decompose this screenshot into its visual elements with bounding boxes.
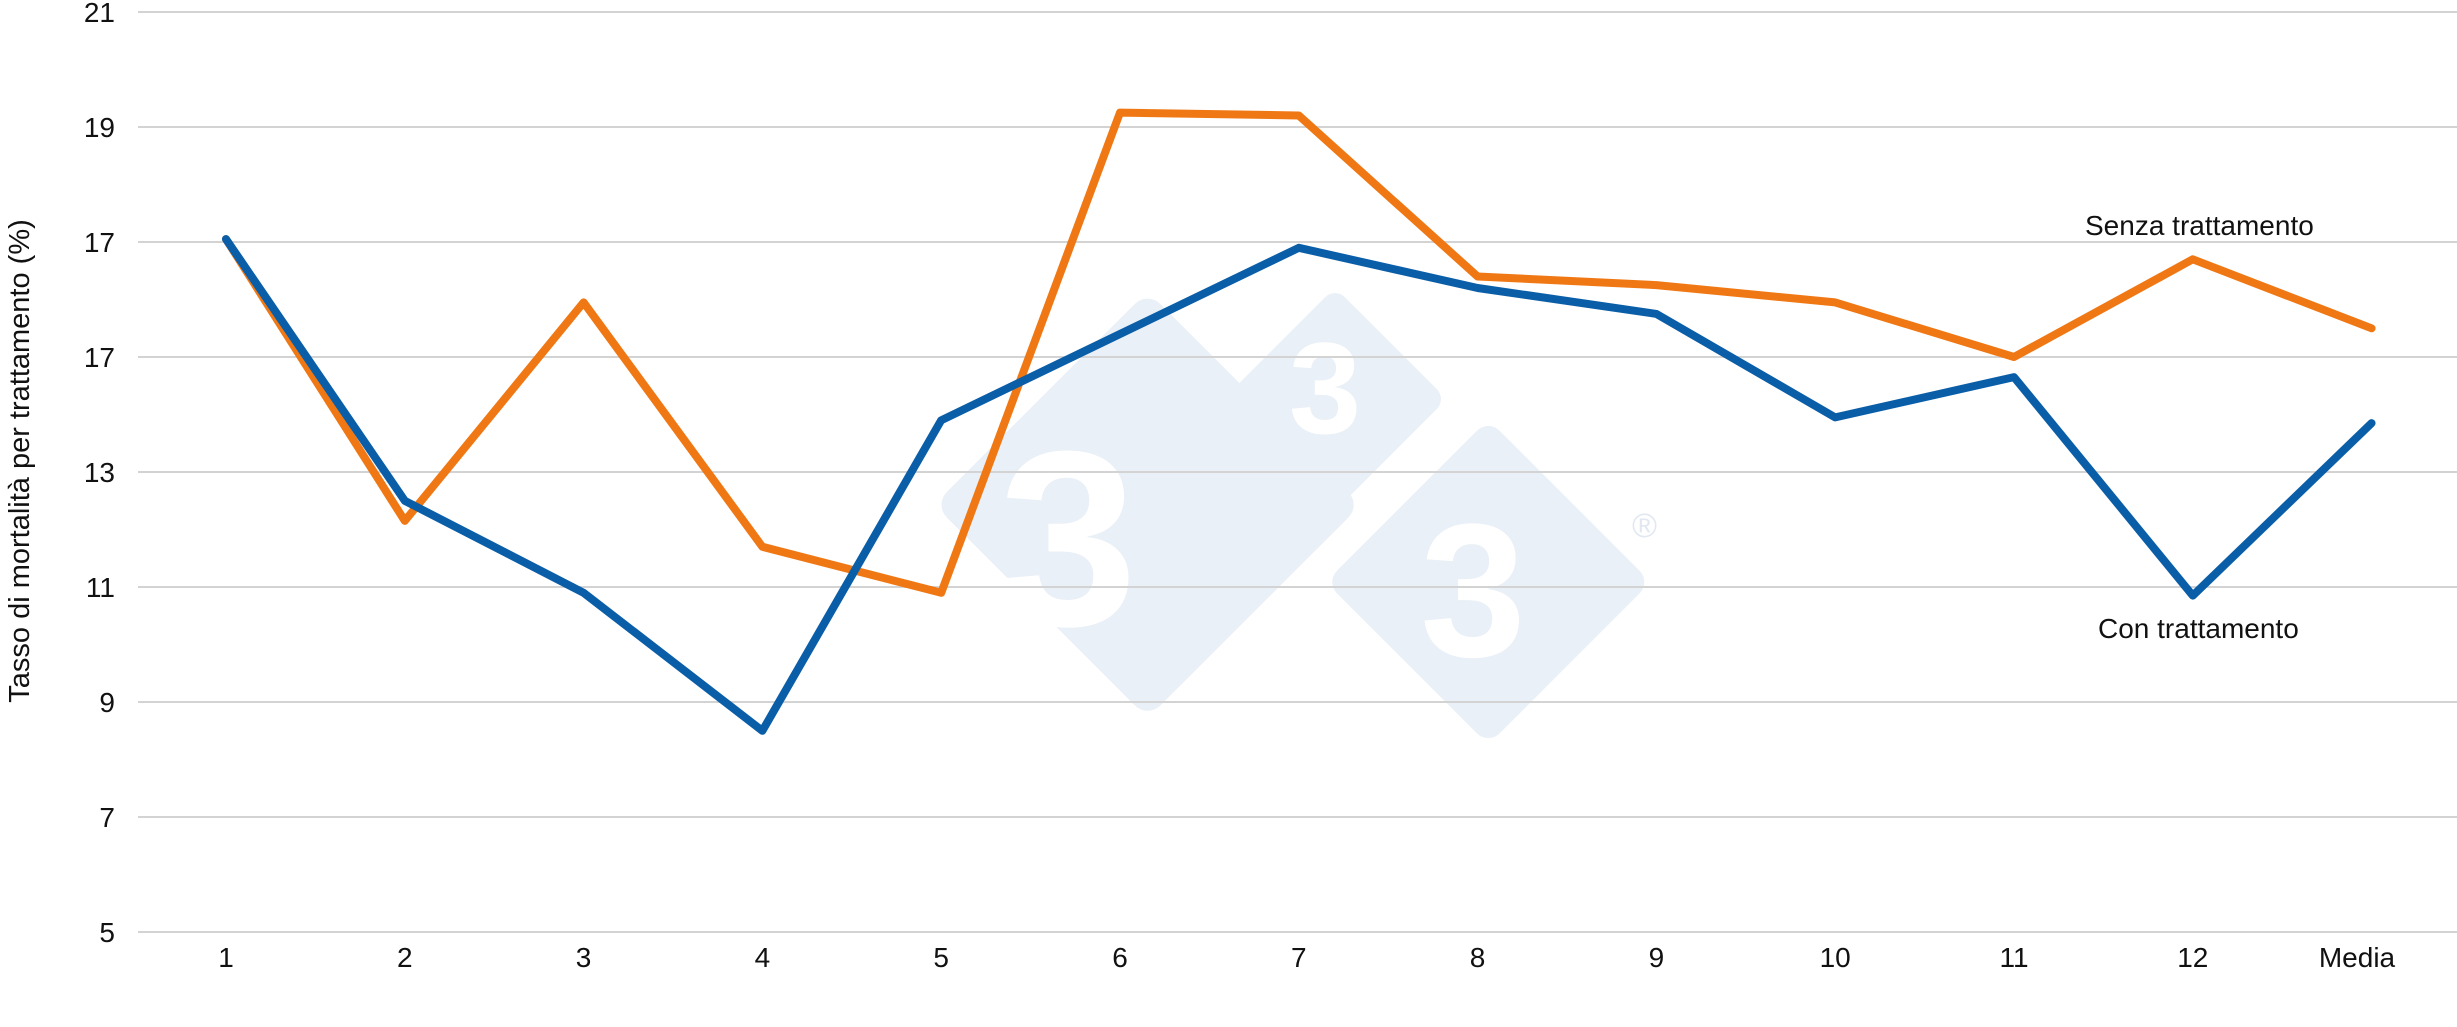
y-tick-label: 11	[86, 572, 115, 603]
watermark-digit-large: 3	[998, 399, 1137, 678]
series-line-senza-trattamento	[222, 108, 2376, 597]
y-axis-title: Tasso di mortalità per trattamento (%)	[4, 219, 36, 703]
x-tick-label: 10	[1820, 942, 1851, 973]
series-label-con-trattamento: Con trattamento	[2098, 613, 2299, 644]
y-tick-label: 19	[84, 112, 115, 143]
x-tick-label: 6	[1112, 942, 1128, 973]
series-line-con-trattamento	[222, 235, 2376, 735]
x-tick-label: 11	[1999, 942, 2028, 973]
x-tick-label: 5	[933, 942, 949, 973]
x-tick-label: 2	[397, 942, 413, 973]
x-axis-tick-labels: 1 2 3 4 5 6 7 8 9 10 11 12 Media	[218, 942, 2395, 973]
x-tick-label: 8	[1470, 942, 1486, 973]
y-axis-tick-labels: 5 7 9 11 13 17 17 19 21	[84, 0, 115, 948]
x-tick-label: 1	[218, 942, 234, 973]
y-tick-label: 13	[84, 457, 115, 488]
y-tick-label: 5	[99, 917, 115, 948]
x-tick-label: 12	[2177, 942, 2208, 973]
333-logo-watermark-icon: 3 3 3 ®	[941, 293, 1657, 739]
y-tick-label: 9	[99, 687, 115, 718]
y-tick-label: 21	[84, 0, 115, 28]
x-tick-label: 9	[1649, 942, 1665, 973]
watermark-digit-right: 3	[1420, 485, 1526, 697]
watermark-registered-mark: ®	[1632, 507, 1657, 545]
series-label-senza-trattamento: Senza trattamento	[2085, 210, 2314, 241]
watermark-diamond-right	[1332, 426, 1645, 739]
x-tick-label: Media	[2319, 942, 2396, 973]
y-tick-label: 17	[84, 227, 115, 258]
x-tick-label: 7	[1291, 942, 1307, 973]
y-tick-label: 7	[99, 802, 115, 833]
grid-lines	[138, 11, 2457, 933]
series-lines	[222, 108, 2376, 735]
x-tick-label: 3	[576, 942, 592, 973]
x-tick-label: 4	[755, 942, 771, 973]
y-tick-label: 17	[84, 342, 115, 373]
watermark-diamond-small	[1229, 293, 1441, 505]
watermark-digit-small: 3	[1289, 315, 1361, 461]
